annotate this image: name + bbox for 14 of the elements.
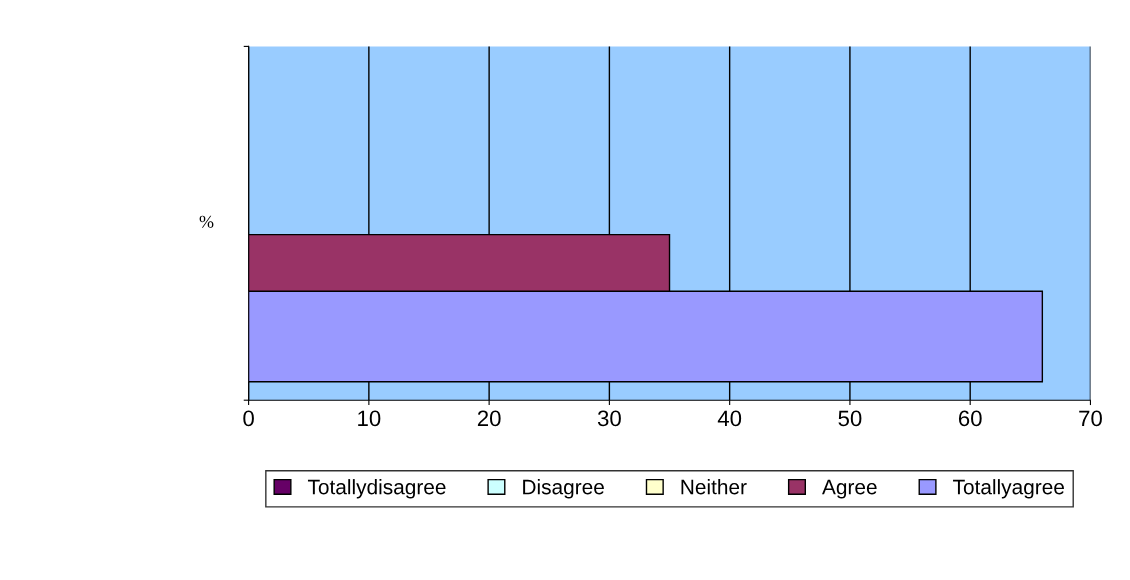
- x-tick-label: 0: [243, 410, 254, 427]
- x-tick-label: 10: [358, 410, 381, 427]
- x-tick-label: 50: [838, 410, 862, 427]
- x-tick-label: 60: [958, 410, 982, 427]
- x-tick-label: 20: [477, 410, 501, 427]
- legend-label: Totallyagree: [953, 479, 1064, 499]
- legend-label: Neither: [681, 479, 747, 495]
- x-tick-label: 70: [1079, 410, 1102, 427]
- x-tick-label: 40: [717, 410, 742, 427]
- y-axis-title: %: [199, 215, 214, 228]
- legend-label: Agree: [822, 479, 877, 499]
- legend-label: Disagree: [523, 479, 604, 499]
- legend-label: Totallydisagree: [307, 479, 446, 499]
- x-tick-label: 30: [597, 410, 621, 427]
